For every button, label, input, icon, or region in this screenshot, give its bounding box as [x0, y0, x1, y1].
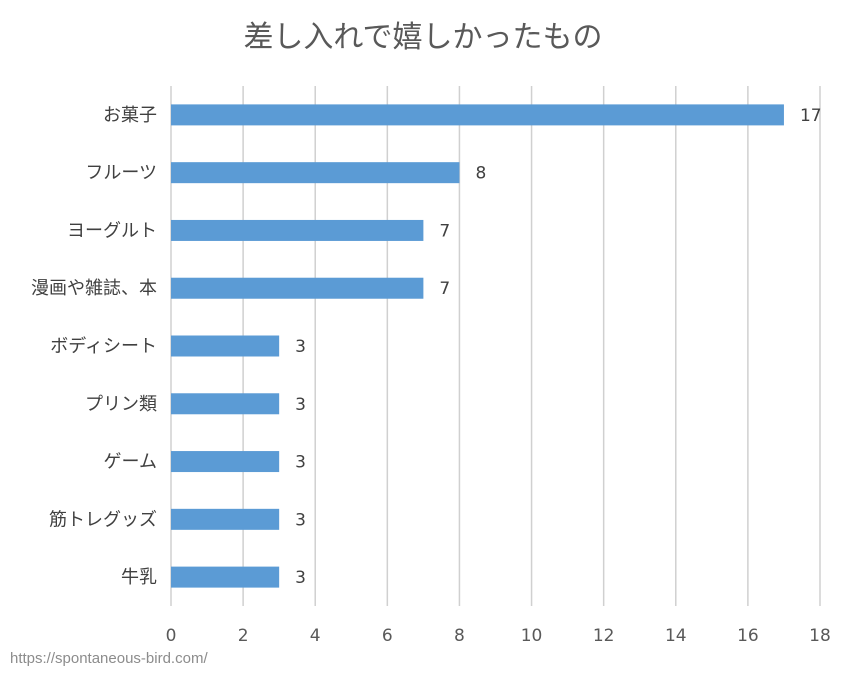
category-label: ボディシート	[50, 336, 157, 357]
data-label: 8	[475, 164, 486, 184]
category-label: ヨーグルト	[67, 220, 157, 241]
bar	[171, 508, 280, 530]
data-label: 17	[800, 106, 822, 126]
data-label: 7	[439, 221, 450, 241]
bar	[171, 277, 424, 299]
x-tick-label: 4	[310, 626, 321, 646]
category-label: 牛乳	[121, 567, 157, 588]
x-tick-label: 0	[166, 626, 177, 646]
data-label: 3	[295, 395, 306, 415]
bar	[171, 335, 280, 357]
bar	[171, 451, 280, 473]
x-tick-label: 6	[382, 626, 393, 646]
category-label: フルーツ	[85, 163, 157, 184]
category-label: プリン類	[85, 394, 157, 415]
x-tick-label: 2	[238, 626, 249, 646]
data-label: 7	[439, 279, 450, 299]
chart-title: 差し入れで嬉しかったもの	[243, 20, 603, 55]
category-label: 漫画や雑誌、本	[31, 278, 157, 299]
data-labels: 17 8 7 7 3 3 3 3 3	[295, 106, 821, 588]
x-tick-label: 10	[521, 626, 543, 646]
source-url: https://spontaneous-bird.com/	[10, 650, 208, 667]
x-tick-labels: 0 2 4 6 8 10 12 14 16 18	[166, 626, 831, 646]
x-tick-label: 8	[454, 626, 465, 646]
bars	[171, 104, 784, 588]
data-label: 3	[295, 453, 306, 473]
x-tick-label: 18	[809, 626, 831, 646]
bar	[171, 566, 280, 588]
bar	[171, 219, 424, 241]
bar	[171, 393, 280, 415]
category-label: 筋トレグッズ	[49, 509, 157, 530]
data-label: 3	[295, 337, 306, 357]
category-label: お菓子	[103, 105, 157, 126]
bar	[171, 162, 460, 184]
x-tick-label: 12	[593, 626, 615, 646]
x-tick-label: 16	[737, 626, 759, 646]
data-label: 3	[295, 510, 306, 530]
data-label: 3	[295, 568, 306, 588]
bar	[171, 104, 784, 126]
category-label: ゲーム	[104, 452, 157, 473]
x-tick-label: 14	[665, 626, 687, 646]
